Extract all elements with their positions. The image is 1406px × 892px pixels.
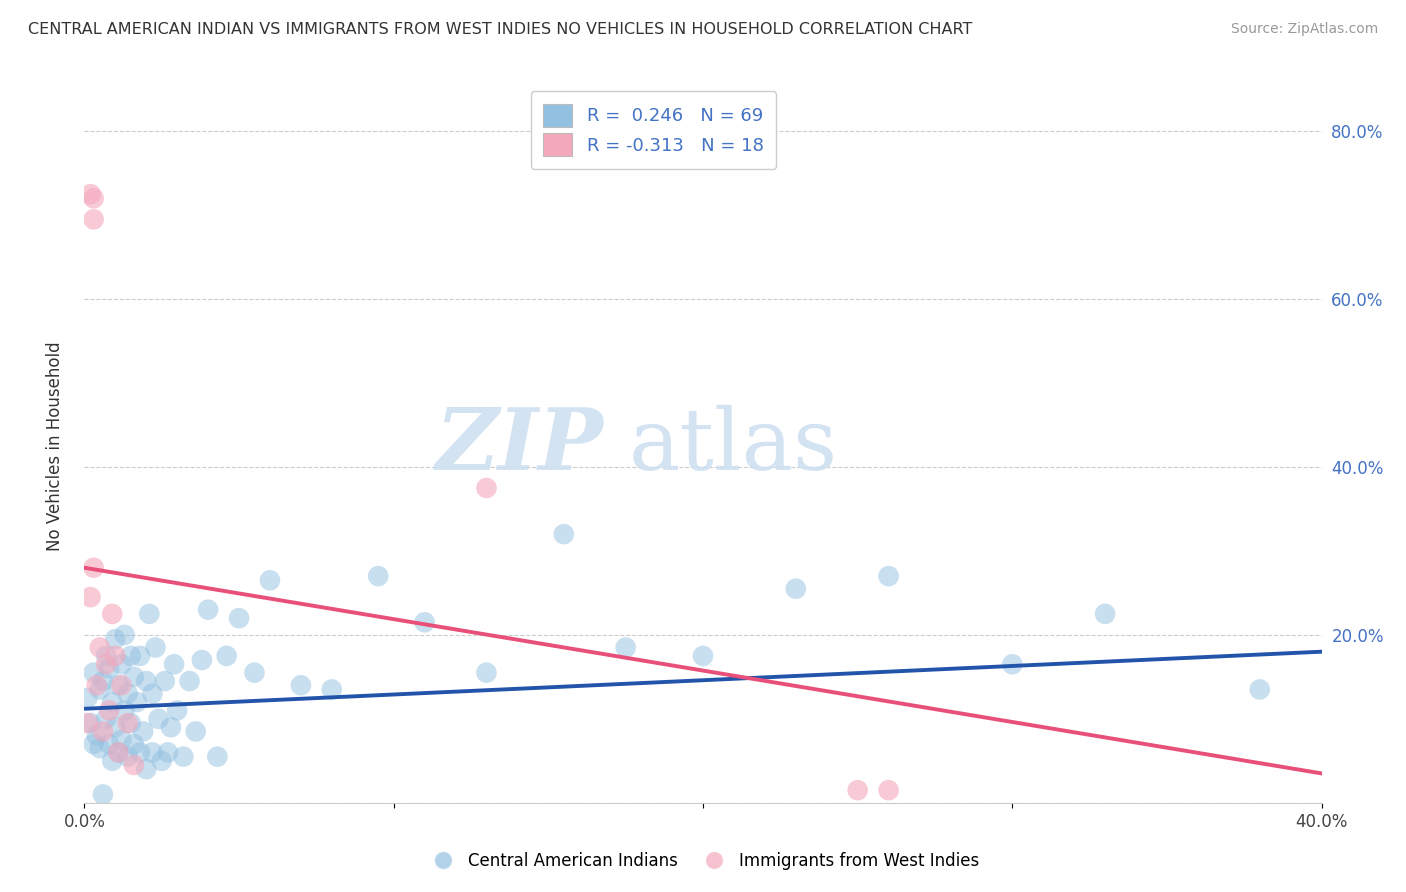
Point (150, 754, 173, 768)
Point (877, 783, 900, 797)
Point (132, 724, 155, 739)
Point (83, 560, 105, 574)
Point (91, 724, 114, 739)
Point (91, 788, 114, 802)
Point (98, 703, 121, 717)
Point (138, 607, 160, 621)
Point (290, 678, 312, 692)
Point (83, 191, 105, 205)
Point (475, 481, 498, 495)
Point (243, 665, 266, 680)
Point (191, 653, 214, 667)
Point (215, 648, 238, 663)
Point (120, 716, 142, 731)
Point (148, 712, 170, 726)
Point (120, 648, 142, 663)
Point (141, 687, 163, 701)
Point (91, 674, 114, 689)
Point (104, 648, 127, 663)
Point (101, 607, 124, 621)
Text: Source: ZipAtlas.com: Source: ZipAtlas.com (1230, 22, 1378, 37)
Point (179, 674, 201, 689)
Point (114, 703, 136, 717)
Point (94, 712, 117, 726)
Point (104, 720, 127, 734)
Point (83, 665, 105, 680)
Point (86, 678, 108, 692)
Point (107, 746, 129, 760)
Point (163, 657, 186, 672)
Point (94, 648, 117, 663)
Text: ZIP: ZIP (436, 404, 605, 488)
Point (1249, 682, 1271, 697)
Point (83, 212, 105, 227)
Point (76, 690, 98, 705)
Point (259, 574, 281, 588)
Point (228, 611, 250, 625)
Point (110, 678, 132, 692)
Point (846, 783, 869, 797)
Point (98, 661, 121, 675)
Point (166, 703, 188, 717)
Point (114, 628, 136, 642)
Point (156, 746, 179, 760)
Point (129, 648, 152, 663)
Point (110, 732, 132, 747)
Point (122, 670, 145, 684)
Point (98, 737, 121, 751)
Point (553, 527, 575, 541)
Point (79, 187, 101, 202)
Point (877, 569, 900, 583)
Point (367, 569, 389, 583)
Point (117, 749, 139, 764)
Point (89, 640, 111, 655)
Point (129, 746, 152, 760)
Point (101, 754, 124, 768)
Point (76, 716, 98, 731)
Text: CENTRAL AMERICAN INDIAN VS IMMIGRANTS FROM WEST INDIES NO VEHICLES IN HOUSEHOLD : CENTRAL AMERICAN INDIAN VS IMMIGRANTS FR… (28, 22, 973, 37)
Point (321, 682, 343, 697)
Point (153, 674, 176, 689)
Point (104, 632, 127, 646)
Point (107, 678, 129, 692)
Point (184, 724, 207, 739)
Point (692, 648, 714, 663)
Point (141, 746, 163, 760)
Point (135, 674, 157, 689)
Point (94, 657, 117, 672)
Point (172, 749, 194, 764)
Point (1094, 607, 1116, 621)
Point (117, 716, 139, 731)
Legend: Central American Indians, Immigrants from West Indies: Central American Indians, Immigrants fro… (419, 846, 987, 877)
Point (79, 716, 101, 731)
Point (475, 665, 498, 680)
Point (413, 615, 436, 630)
Point (86, 729, 108, 743)
Point (160, 720, 183, 734)
Point (89, 682, 111, 697)
Point (122, 758, 145, 772)
Point (122, 737, 145, 751)
Point (145, 640, 167, 655)
Point (207, 749, 229, 764)
Point (197, 603, 219, 617)
Point (83, 737, 105, 751)
Point (117, 687, 139, 701)
Point (785, 582, 807, 596)
Point (79, 590, 101, 604)
Point (125, 695, 148, 709)
Point (110, 657, 132, 672)
Point (614, 640, 637, 655)
Text: atlas: atlas (628, 404, 838, 488)
Point (107, 746, 129, 760)
Y-axis label: No Vehicles in Household: No Vehicles in Household (45, 341, 63, 551)
Point (101, 695, 124, 709)
Point (89, 741, 111, 756)
Point (1001, 657, 1024, 672)
Point (135, 762, 157, 776)
